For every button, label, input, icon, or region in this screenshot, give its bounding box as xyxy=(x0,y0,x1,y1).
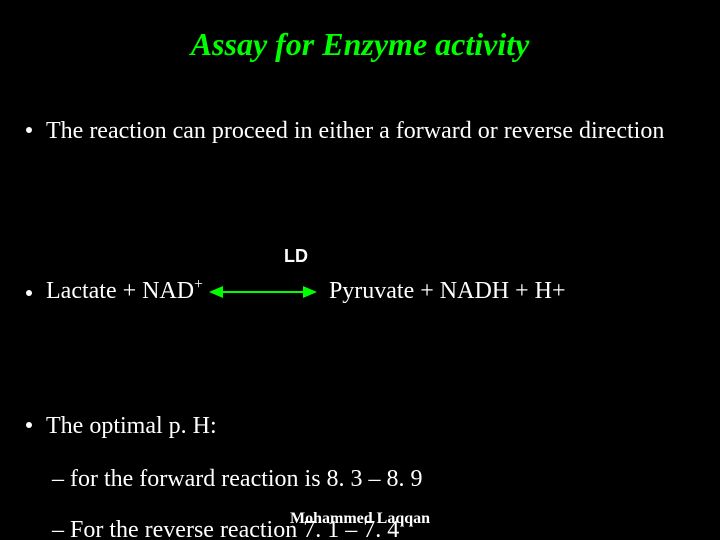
bullet-text: The optimal p. H: xyxy=(46,410,217,442)
reaction-left: Lactate + NAD+ xyxy=(22,278,203,305)
slide-body: The reaction can proceed in either a for… xyxy=(0,115,720,147)
bullet-item-3: The optimal p. H: xyxy=(22,410,698,442)
reaction-row: Lactate + NAD+ Pyruvate + NADH + H+ xyxy=(22,278,698,305)
bullet-item-1: The reaction can proceed in either a for… xyxy=(22,115,698,147)
sub-bullet-text: for the forward reaction is 8. 3 – 8. 9 xyxy=(70,466,423,493)
slide: Assay for Enzyme activity The reaction c… xyxy=(0,0,720,540)
bullet-icon xyxy=(26,127,32,133)
bullet-icon xyxy=(26,422,32,428)
reaction-enzyme-label: LD xyxy=(284,246,308,267)
double-arrow-icon xyxy=(209,282,317,302)
sub-bullet-1: – for the forward reaction is 8. 3 – 8. … xyxy=(52,466,698,493)
bullet-text: The reaction can proceed in either a for… xyxy=(46,115,664,147)
reaction-arrow xyxy=(209,280,317,304)
reaction-right-text: Pyruvate + NADH + H+ xyxy=(329,278,566,305)
reaction-left-sup: + xyxy=(194,276,203,293)
footer-author: Mohammed Laqqan xyxy=(0,510,720,528)
slide-title: Assay for Enzyme activity xyxy=(0,0,720,63)
dash-icon: – xyxy=(52,466,64,493)
reaction-left-prefix: Lactate + NAD xyxy=(46,278,194,304)
bullet-icon xyxy=(26,290,32,296)
reaction-left-text: Lactate + NAD+ xyxy=(46,278,203,305)
